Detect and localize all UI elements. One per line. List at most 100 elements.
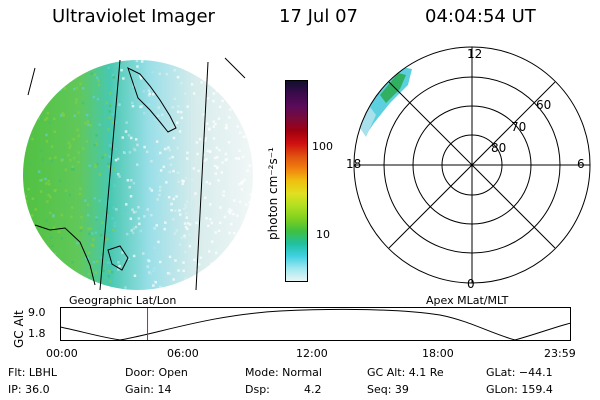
speckle [217,291,220,294]
speckle [53,78,57,81]
speckle [237,157,240,160]
speckle [230,270,233,273]
speckle [176,110,180,114]
speckle [50,145,54,148]
speckle [23,112,24,115]
speckle [159,185,162,189]
lat-label-60: 60 [536,98,552,112]
speckle [23,177,24,181]
speckle [212,99,215,103]
speckle [132,254,136,258]
speckle [34,105,38,108]
speckle [101,221,104,225]
speckle [215,146,219,150]
speckle [214,244,217,248]
speckle [45,219,49,223]
speckle [210,280,214,283]
speckle [79,82,82,86]
speckle [240,241,243,244]
speckle [124,130,128,133]
speckle [188,244,192,248]
speckle [208,150,212,153]
speckle [192,92,196,95]
speckle [27,285,30,288]
speckle [230,209,233,212]
speckle [87,227,90,231]
speckle [109,148,113,151]
speckle [210,75,214,79]
speckle [136,143,139,147]
param-ip: IP: 36.0 [8,383,50,396]
speckle [108,165,112,168]
speckle [154,54,157,57]
speckle [130,136,133,140]
speckle [192,195,196,198]
speckle [46,200,49,203]
speckle [248,201,251,204]
speckle [152,284,155,287]
speckle [214,172,218,175]
speckle [72,156,76,160]
speckle [238,200,242,204]
speckle [112,139,116,142]
speckle [53,253,56,256]
speckle [184,277,187,280]
speckle [241,270,245,273]
speckle [131,231,135,235]
speckle [168,148,172,152]
mlt-label-12: 12 [467,47,483,61]
param-glon: GLon: 159.4 [486,383,553,396]
speckle [218,221,222,225]
speckle [187,279,190,283]
speckle [158,53,161,56]
speckle [222,190,226,193]
speckle [172,169,175,173]
speckle [111,271,114,274]
speckle [134,138,138,141]
speckle [198,212,201,215]
speckle [49,250,52,253]
speckle [252,153,253,156]
speckle [90,72,94,75]
speckle [30,243,33,246]
speckle [153,227,156,230]
meridian-line [27,67,36,96]
speckle [148,54,151,57]
gc-alt-axis-label: GC Alt [12,310,26,348]
speckle [78,192,82,196]
speckle [200,53,203,56]
speckle [246,276,250,280]
speckle [109,104,112,107]
speckle [163,227,166,231]
speckle [215,251,218,255]
speckle [158,126,162,130]
speckle [173,232,177,235]
speckle [217,229,221,232]
speckle [238,281,242,285]
speckle [238,183,241,186]
speckle [67,141,71,145]
speckle [83,67,87,71]
speckle [216,166,219,170]
speckle [93,285,96,288]
speckle [210,221,213,225]
speckle [231,102,234,105]
speckle [72,138,75,141]
speckle [39,149,43,152]
speckle [24,173,27,176]
date-label: 17 Jul 07 [279,6,358,27]
speckle [33,84,37,87]
speckle [155,224,158,227]
speckle [187,233,191,237]
speckle [77,161,80,164]
speckle [60,266,64,269]
speckle [54,156,57,159]
speckle [254,204,255,207]
speckle [182,180,185,183]
speckle [106,211,109,215]
speckle [205,253,209,256]
speckle [128,186,131,189]
speckle [214,231,217,234]
speckle [237,63,240,66]
speckle [114,158,118,162]
